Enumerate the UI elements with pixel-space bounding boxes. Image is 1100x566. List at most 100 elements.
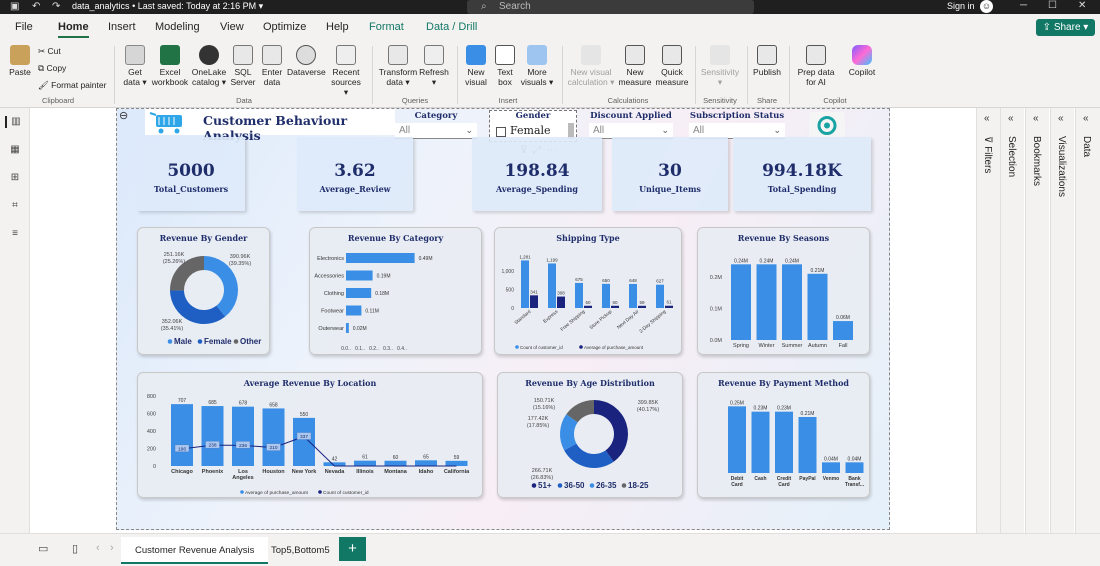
text-box-button[interactable]: Text box [492, 45, 518, 87]
tab-help[interactable]: Help [326, 21, 349, 33]
search-input[interactable]: ⌕ Search [467, 0, 754, 14]
collapse-chevron-icon[interactable]: « [1033, 113, 1039, 124]
collapse-chevron-icon[interactable]: « [1083, 113, 1089, 124]
paste-button[interactable]: Paste [8, 45, 32, 77]
tab-insert[interactable]: Insert [108, 21, 136, 33]
female-checkbox[interactable] [496, 127, 506, 137]
file-title[interactable]: data_analytics • Last saved: Today at 2:… [72, 1, 264, 11]
share-button[interactable]: ⇪ Share ▾ [1036, 19, 1095, 36]
save-icon[interactable]: ▣ [10, 1, 20, 12]
chart-title: Revenue By Category [347, 233, 444, 243]
dataverse-button[interactable]: Dataverse [287, 45, 326, 77]
more-visuals-button[interactable]: More visuals ▾ [519, 45, 555, 87]
excel-workbook-button[interactable]: Excel workbook [150, 45, 190, 87]
data-group-label: Data [236, 96, 252, 105]
copilot-button[interactable]: Copilot [846, 45, 878, 77]
next-page-icon[interactable]: › [110, 542, 114, 554]
sensitivity-button[interactable]: Sensitivity ▾ [700, 45, 740, 87]
get-data-button[interactable]: Get data ▾ [120, 45, 150, 87]
sign-in-link[interactable]: Sign in [947, 1, 975, 11]
slicer-scrollbar[interactable] [568, 123, 574, 139]
category-tick-label: Credit [777, 476, 792, 482]
prep-data-ai-button[interactable]: Prep data for AI [794, 45, 838, 87]
legend-marker [233, 339, 239, 344]
kpi-total-customers[interactable]: 5000 Total_Customers [137, 137, 245, 211]
tmdl-view-icon[interactable]: ≡ [12, 228, 18, 239]
new-visual-calculation-button[interactable]: New visual calculation ▾ [567, 45, 615, 87]
enter-data-button[interactable]: Enter data [258, 45, 286, 87]
data-label: 658 [269, 402, 278, 408]
sql-server-button[interactable]: SQL Server [230, 45, 256, 87]
reset-button[interactable] [809, 112, 845, 139]
collapse-chevron-icon[interactable]: « [1058, 113, 1064, 124]
format-painter-button[interactable]: 🖌 Format painter [38, 80, 107, 90]
back-arrow-icon[interactable]: ⊖ [119, 110, 129, 122]
category-tick-label: Los [238, 469, 248, 475]
tab-file[interactable]: File [15, 21, 33, 33]
dax-query-icon[interactable]: ⌗ [12, 200, 18, 211]
recent-sources-button[interactable]: Recent sources ▾ [328, 45, 364, 97]
filters-pane[interactable]: « ⊽ Filters [976, 108, 1000, 533]
tab-home[interactable]: Home [58, 21, 89, 38]
visualizations-pane[interactable]: « Visualizations [1050, 108, 1074, 533]
tab-modeling[interactable]: Modeling [155, 21, 200, 33]
revenue-by-age-chart[interactable]: 399.85K (40.17%) 266.71K (26.83%) 177.42K (17… [497, 372, 683, 498]
legend-label: 51+ [538, 481, 552, 490]
onelake-catalog-button[interactable]: OneLake catalog ▾ [190, 45, 228, 87]
desktop-layout-icon[interactable]: ▭ [38, 543, 49, 555]
shipping-type-chart[interactable]: 0 500 1,000 1,281 341 Standard 1,199 308 Express… [494, 227, 682, 355]
tab-top5-bottom5[interactable]: Top5,Bottom5 [271, 545, 330, 556]
kpi-unique-items[interactable]: 30 Unique_Items [612, 137, 728, 211]
category-tick-label: Fall [839, 343, 848, 349]
tab-view[interactable]: View [220, 21, 244, 33]
category-tick-label: Footwear [321, 309, 344, 315]
tab-optimize[interactable]: Optimize [263, 21, 307, 33]
redo-icon[interactable]: ↷ [52, 1, 61, 12]
transform-data-button[interactable]: Transform data ▾ [378, 45, 418, 87]
kpi-average-spending[interactable]: 198.84 Average_Spending [472, 137, 602, 211]
add-page-button[interactable]: + [339, 537, 366, 561]
bar-los-angeles [232, 406, 254, 466]
mobile-layout-icon[interactable]: ▯ [72, 543, 79, 555]
category-tick-label: New York [292, 469, 317, 475]
model-view-icon[interactable]: ⊞ [10, 172, 20, 183]
tab-data-drill[interactable]: Data / Drill [426, 21, 478, 33]
report-view-icon[interactable]: ▥ [5, 116, 25, 128]
new-visual-button[interactable]: New visual [462, 45, 490, 87]
cut-button[interactable]: ✂ Cut [38, 46, 61, 56]
undo-icon[interactable]: ↶ [32, 1, 41, 12]
gender-slicer[interactable]: Gender Female [489, 110, 577, 142]
bookmarks-pane[interactable]: « Bookmarks [1025, 108, 1049, 533]
copilot-group-label: Copilot [823, 96, 847, 105]
category-slicer[interactable]: Category All ⌄ [395, 111, 477, 141]
collapse-chevron-icon[interactable]: « [1008, 113, 1014, 124]
kpi-average-review[interactable]: 3.62 Average_Review [297, 137, 413, 211]
kpi-label: Total_Spending [767, 184, 837, 194]
collapse-chevron-icon[interactable]: « [984, 113, 990, 124]
revenue-by-category-chart[interactable]: Electronics 0.49M Accessories 0.19M Clothing… [309, 227, 482, 355]
prev-page-icon[interactable]: ‹ [96, 542, 100, 554]
selection-pane[interactable]: « Selection [1000, 108, 1024, 533]
category-dropdown[interactable]: All ⌄ [395, 123, 477, 139]
revenue-by-gender-chart[interactable]: 390.96K (39.35%) 352.06K (35.41%) 251.16K (25… [137, 227, 270, 355]
data-pane[interactable]: « Data [1075, 108, 1100, 533]
copy-button[interactable]: ⧉ Copy [38, 63, 67, 73]
y-tick-label: 1,000 [501, 269, 514, 275]
category-tick-label: Phoenix [202, 469, 224, 475]
kpi-total-spending[interactable]: 994.18K Total_Spending [733, 137, 871, 211]
avatar-icon[interactable]: ☺ [980, 0, 993, 13]
close-icon[interactable]: ✕ [1078, 0, 1087, 11]
publish-button[interactable]: Publish [752, 45, 782, 77]
average-revenue-by-location-chart[interactable]: 0 200 400 600 800 707 Chicago 685 Phoenix 678 Los A… [137, 372, 483, 498]
tab-format[interactable]: Format [369, 21, 404, 33]
new-measure-button[interactable]: New measure [617, 45, 653, 87]
quick-measure-button[interactable]: Quick measure [654, 45, 690, 87]
table-view-icon[interactable]: ▦ [10, 144, 20, 155]
refresh-button[interactable]: Refresh ▾ [418, 45, 450, 87]
minimize-icon[interactable]: ─ [1020, 0, 1028, 11]
tab-customer-revenue-analysis[interactable]: Customer Revenue Analysis [121, 537, 269, 564]
revenue-by-payment-chart[interactable]: 0.25M Debit Card 0.23M Cash 0.23M Credit Card 0.… [697, 372, 870, 498]
bar-avg [611, 305, 619, 308]
maximize-icon[interactable]: ☐ [1048, 0, 1057, 11]
revenue-by-seasons-chart[interactable]: 0.0M 0.1M 0.2M 0.24M Spring 0.24M Winter 0.24M S… [697, 227, 870, 355]
